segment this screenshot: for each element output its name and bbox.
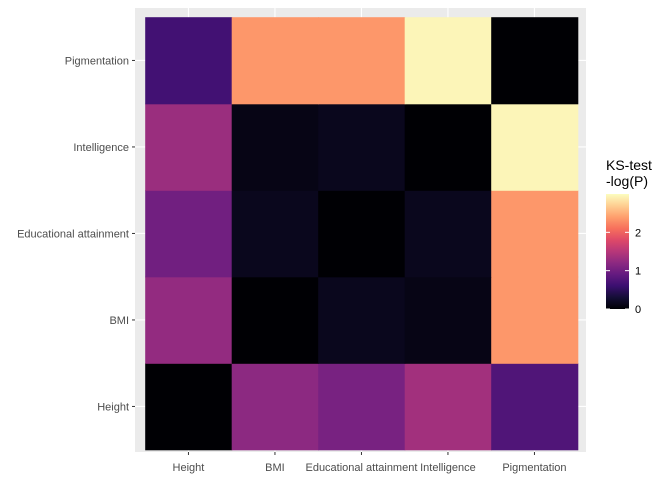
heatmap-cell-height-bmi (231, 363, 319, 451)
legend-ticks: 0 1 2 (606, 227, 641, 316)
heatmap-cell-height-intelligence (404, 363, 492, 451)
y-tick-label: Educational attainment (17, 228, 129, 240)
heatmap-cell-bmi-height (145, 276, 233, 364)
heatmap-cell-intelligence-pigmentation (491, 103, 579, 191)
legend-colorbar (606, 194, 629, 309)
x-tick-label: BMI (265, 462, 285, 474)
heatmap-cell-bmi-pigmentation (491, 276, 579, 364)
x-tick-label: Height (173, 462, 205, 474)
heatmap-cell-educational-attainment-bmi (231, 190, 319, 278)
heatmap-cell-educational-attainment-intelligence (404, 190, 492, 278)
heatmap-cell-intelligence-bmi (231, 103, 319, 191)
heatmap-cell-height-height (145, 363, 233, 451)
heatmap-cell-pigmentation-pigmentation (491, 17, 579, 105)
heatmap-cell-pigmentation-educational-attainment (318, 17, 406, 105)
heatmap-cell-educational-attainment-pigmentation (491, 190, 579, 278)
y-tick-label: BMI (109, 315, 129, 327)
legend-title-line-1: KS-test (606, 157, 652, 173)
heatmap-cell-intelligence-educational-attainment (318, 103, 406, 191)
x-axis: Height BMI Educational attainment Intellige… (173, 452, 567, 474)
heatmap-cell-bmi-educational-attainment (318, 276, 406, 364)
heatmap-cell-pigmentation-height (145, 17, 233, 105)
heatmap-cells (145, 17, 579, 451)
legend-tick-label: 0 (635, 304, 641, 316)
heatmap-cell-pigmentation-bmi (231, 17, 319, 105)
heatmap-cell-intelligence-intelligence (404, 103, 492, 191)
heatmap-cell-educational-attainment-height (145, 190, 233, 278)
y-tick-label: Height (97, 401, 129, 413)
x-tick-label: Educational attainment (305, 462, 417, 474)
legend-tick-label: 1 (635, 266, 641, 278)
heatmap-cell-height-pigmentation (491, 363, 579, 451)
x-tick-label: Intelligence (420, 462, 476, 474)
heatmap-cell-intelligence-height (145, 103, 233, 191)
y-axis: Height BMI Educational attainment Intellige… (17, 55, 135, 413)
heatmap-cell-pigmentation-intelligence (404, 17, 492, 105)
color-legend: KS-test -log(P) 0 1 2 (606, 157, 652, 316)
y-tick-label: Intelligence (73, 142, 129, 154)
heatmap-cell-bmi-bmi (231, 276, 319, 364)
legend-tick-label: 2 (635, 227, 641, 239)
x-tick-label: Pigmentation (502, 462, 566, 474)
y-tick-label: Pigmentation (65, 55, 129, 67)
heatmap-cell-height-educational-attainment (318, 363, 406, 451)
heatmap-cell-bmi-intelligence (404, 276, 492, 364)
legend-title-line-2: -log(P) (606, 173, 648, 189)
heatmap-cell-educational-attainment-educational-attainment (318, 190, 406, 278)
